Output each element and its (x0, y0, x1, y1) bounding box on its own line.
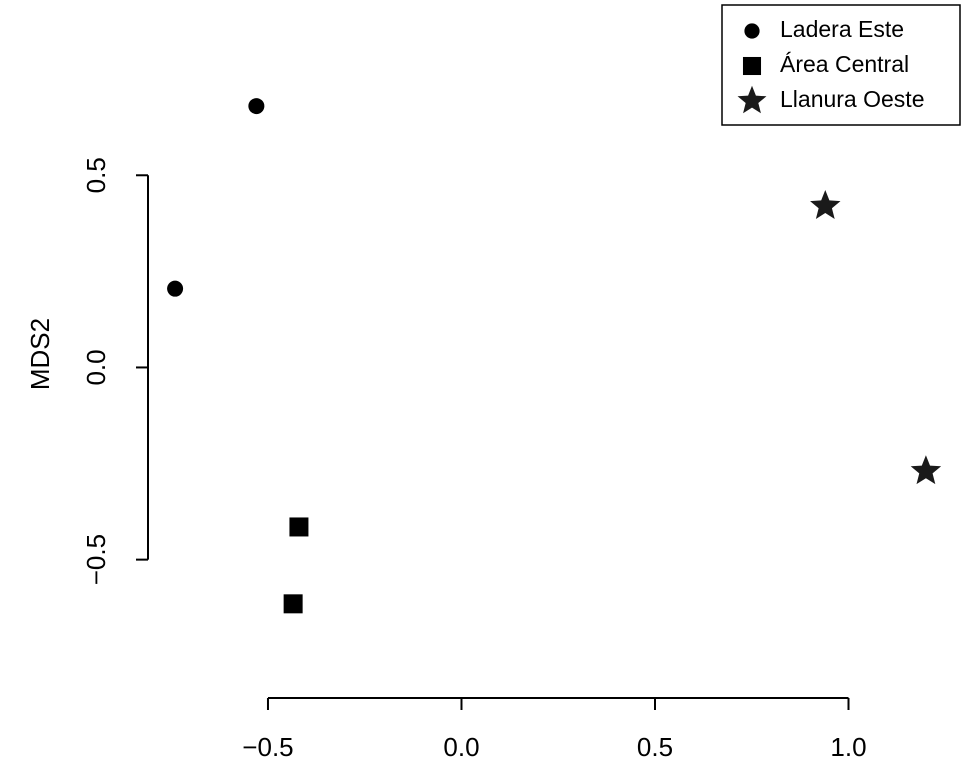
legend: Ladera Este Área Central Llanura Oeste (721, 4, 961, 126)
square-point (283, 594, 303, 614)
legend-label: Llanura Oeste (780, 86, 924, 112)
legend-circle-marker (744, 23, 760, 39)
circle-point (248, 98, 265, 115)
y-tick-label: 0.5 (81, 157, 111, 193)
x-axis-ticks: −0.5 0.0 0.5 1.0 (242, 698, 867, 762)
legend-square-marker (742, 56, 762, 76)
star-point (910, 455, 942, 485)
legend-label: Ladera Este (780, 16, 904, 42)
y-tick-label: −0.5 (81, 534, 111, 585)
x-tick-label: 1.0 (830, 732, 866, 762)
star-point (810, 190, 841, 219)
circle-point (167, 280, 184, 297)
legend-box (721, 4, 961, 126)
data-points (167, 98, 942, 614)
y-tick-label: 0.0 (81, 349, 111, 385)
x-tick-label: −0.5 (242, 732, 293, 762)
y-axis-ticks: −0.5 0.0 0.5 (81, 157, 148, 585)
axes: −0.5 0.0 0.5 −0.5 0.0 0.5 1.0 (81, 157, 867, 762)
x-tick-label: 0.0 (443, 732, 479, 762)
legend-star-marker (737, 85, 767, 114)
legend-label: Área Central (780, 51, 909, 77)
y-axis-title: MDS2 (25, 318, 55, 390)
x-tick-label: 0.5 (637, 732, 673, 762)
square-point (289, 517, 309, 537)
